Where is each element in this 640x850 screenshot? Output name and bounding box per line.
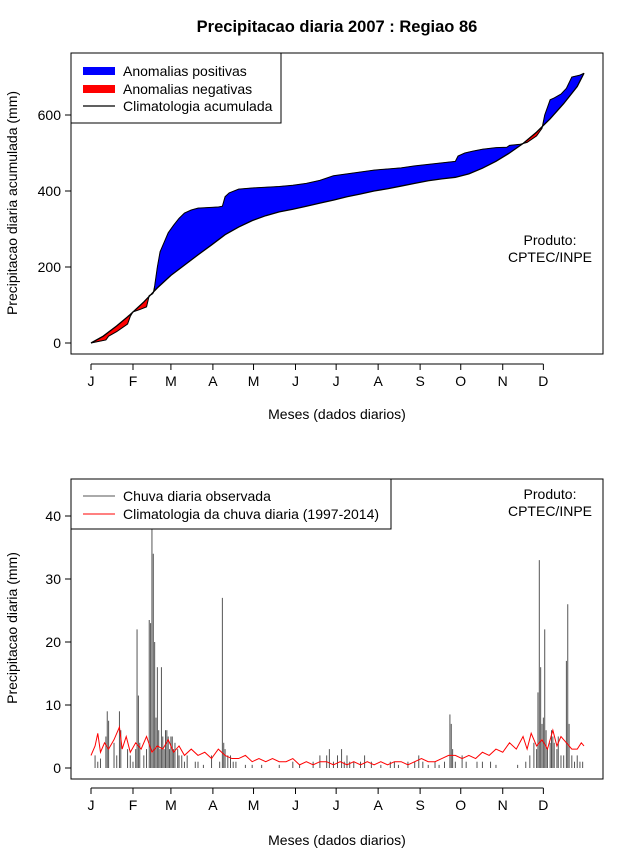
x-tick-label: J: [333, 373, 340, 389]
x-tick-label: D: [538, 797, 548, 813]
y-axis: 0 200 400 600: [38, 107, 72, 351]
y-axis-label: Precipitacao diaria (mm): [4, 552, 20, 704]
x-tick-label: M: [165, 797, 177, 813]
y-tick-label: 600: [38, 107, 62, 123]
x-tick-label: A: [373, 797, 383, 813]
y-tick-label: 0: [53, 760, 61, 776]
x-tick-label: M: [248, 373, 260, 389]
y-axis: 0 10 20 30 40: [45, 508, 72, 776]
legend: Anomalias positivas Anomalias negativas …: [70, 52, 282, 124]
y-tick-label: 30: [45, 571, 61, 587]
y-tick-label: 400: [38, 183, 62, 199]
x-tick-label: A: [208, 797, 218, 813]
positive-anomaly-area: [543, 72, 585, 127]
x-tick-label: O: [455, 797, 466, 813]
x-tick-label: J: [333, 797, 340, 813]
x-tick-label: D: [538, 373, 548, 389]
y-tick-label: 200: [38, 259, 62, 275]
legend-label-climatology: Climatologia acumulada: [123, 98, 273, 114]
observed-bars: [94, 528, 584, 768]
x-tick-label: F: [129, 797, 138, 813]
product-source: CPTEC/INPE: [508, 249, 592, 265]
panel-cumulative: 0 200 400 600 J F M A M J J A S O N D Meses (dados dia…: [4, 52, 604, 422]
x-tick-label: O: [455, 373, 466, 389]
climatology-cumulative-line: [90, 72, 585, 344]
x-tick-label: N: [498, 373, 508, 389]
climatology-daily-line: [90, 725, 585, 766]
x-tick-label: J: [88, 373, 95, 389]
y-tick-label: 10: [45, 697, 61, 713]
x-tick-label: J: [292, 373, 299, 389]
x-tick-label: A: [373, 373, 383, 389]
legend-label-climatology-daily: Climatologia da chuva diaria (1997-2014): [123, 506, 379, 522]
legend-label-positive: Anomalias positivas: [123, 63, 247, 79]
y-tick-label: 20: [45, 634, 61, 650]
chart-title: Precipitacao diaria 2007 : Regiao 86: [197, 18, 478, 36]
legend-box: [70, 478, 392, 530]
x-tick-label: A: [208, 373, 218, 389]
y-axis-label: Precipitacao diaria acumulada (mm): [4, 91, 20, 315]
legend-label-negative: Anomalias negativas: [123, 81, 252, 97]
positive-anomaly-area: [154, 141, 525, 292]
x-tick-label: S: [415, 373, 424, 389]
legend-label-observed: Chuva diaria observada: [123, 488, 271, 504]
product-label: Produto:: [524, 486, 577, 502]
y-tick-label: 0: [53, 335, 61, 351]
x-tick-label: N: [498, 797, 508, 813]
panel-daily: 0 10 20 30 40 J F M A M J J A S O N D Meses (dados diar…: [4, 478, 604, 848]
x-tick-label: M: [165, 373, 177, 389]
y-tick-label: 40: [45, 508, 61, 524]
x-tick-label: J: [88, 797, 95, 813]
x-axis-label: Meses (dados diarios): [268, 832, 406, 848]
product-source: CPTEC/INPE: [508, 503, 592, 519]
product-label: Produto:: [524, 232, 577, 248]
legend: Chuva diaria observada Climatologia da c…: [70, 478, 392, 530]
x-tick-label: J: [292, 797, 299, 813]
x-tick-label: S: [415, 797, 424, 813]
x-tick-label: F: [129, 373, 138, 389]
x-axis-label: Meses (dados diarios): [268, 406, 406, 422]
x-tick-label: M: [248, 797, 260, 813]
